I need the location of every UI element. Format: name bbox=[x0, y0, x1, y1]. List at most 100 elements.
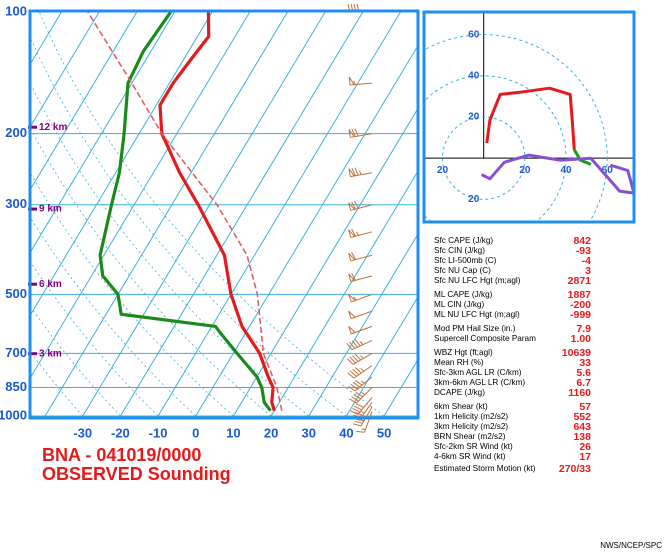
parameter-value: 1160 bbox=[568, 387, 591, 399]
parameter-label: Sfc-3km AGL LR (C/km) bbox=[434, 368, 522, 377]
isotherm bbox=[308, 232, 418, 417]
wind-barb bbox=[348, 325, 373, 335]
parameter-label: Sfc CIN (J/kg) bbox=[434, 246, 485, 255]
parameter-value: 842 bbox=[573, 235, 591, 247]
ring-label: 40 bbox=[560, 165, 572, 176]
wind-barb bbox=[348, 376, 373, 392]
parameter-label: DCAPE (J/kg) bbox=[434, 388, 485, 397]
parameter-value: 33 bbox=[579, 357, 591, 369]
parameter-value: 26 bbox=[579, 441, 591, 453]
speed-ring bbox=[442, 116, 526, 200]
height-label: 9 km bbox=[39, 204, 62, 215]
temperature-label: 0 bbox=[192, 425, 199, 440]
temperature-label: -20 bbox=[111, 425, 130, 440]
ring-label: 20 bbox=[437, 165, 449, 176]
parameter-table: Sfc CAPE (J/kg) 842 Sfc CIN (J/kg) -93 Sfc L… bbox=[434, 235, 591, 475]
isotherm bbox=[30, 12, 175, 254]
pressure-label: 100 bbox=[5, 3, 27, 18]
isotherm bbox=[157, 12, 401, 417]
hodograph-data bbox=[480, 86, 634, 195]
ring-label: 20 bbox=[519, 165, 531, 176]
parameter-label: Sfc NU Cap (C) bbox=[434, 266, 491, 275]
parameter-value: 1.00 bbox=[571, 333, 592, 345]
isotherm bbox=[345, 295, 418, 417]
wind-barb bbox=[348, 200, 373, 211]
parameter-value: -200 bbox=[570, 299, 591, 311]
pressure-label: 700 bbox=[5, 345, 27, 360]
sounding-subtitle: OBSERVED Sounding bbox=[42, 464, 231, 484]
parameter-value: 2871 bbox=[568, 275, 592, 287]
temperature-label: 50 bbox=[377, 425, 391, 440]
ring-label: 40 bbox=[468, 70, 480, 81]
isotherm bbox=[232, 107, 418, 417]
parameter-value: 6.7 bbox=[576, 377, 591, 389]
height-label: 12 km bbox=[39, 122, 67, 133]
station-title: BNA - 041019/0000 bbox=[42, 445, 201, 465]
ring-label: 60 bbox=[468, 29, 480, 40]
parameter-value: 552 bbox=[573, 411, 591, 423]
profile-trace bbox=[158, 12, 276, 412]
parameter-label: 4-6km SR Wind (kt) bbox=[434, 452, 506, 461]
isotherm bbox=[30, 12, 213, 317]
isotherm bbox=[119, 12, 364, 417]
hodograph-grid: 20 20 20 20 40 40 60 60 bbox=[424, 12, 634, 222]
wind-barb bbox=[347, 365, 373, 379]
hodograph-trace bbox=[485, 86, 576, 151]
wind-barb bbox=[346, 352, 373, 365]
speed-ring bbox=[424, 75, 567, 222]
hodograph-frame bbox=[422, 10, 636, 224]
parameter-label: WBZ Hgt (ft;agl) bbox=[434, 348, 493, 357]
height-label: 6 km bbox=[39, 279, 62, 290]
pressure-label: 200 bbox=[5, 125, 27, 140]
parameter-label: ML NU LFC Hgt (m;agl) bbox=[434, 310, 520, 319]
parameter-value: 7.9 bbox=[576, 323, 591, 335]
parameter-value: 138 bbox=[573, 431, 591, 443]
wind-barb bbox=[346, 339, 373, 351]
temperature-label: 40 bbox=[339, 425, 353, 440]
speed-ring bbox=[424, 34, 608, 222]
parameter-label: Sfc NU LFC Hgt (m;agl) bbox=[434, 276, 521, 285]
wind-barb bbox=[348, 228, 373, 238]
temperature-label: -30 bbox=[73, 425, 92, 440]
pressure-label: 500 bbox=[5, 286, 27, 301]
isotherm bbox=[44, 12, 288, 417]
wind-barb bbox=[348, 252, 373, 262]
parameter-label: 3km-6km AGL LR (C/km) bbox=[434, 378, 525, 387]
wind-barb bbox=[348, 128, 373, 138]
footer-credit: NWS/NCEP/SPC bbox=[600, 541, 662, 550]
parameter-value: 10639 bbox=[562, 347, 591, 359]
pressure-label: 1000 bbox=[0, 407, 27, 422]
parameter-value: 643 bbox=[573, 421, 591, 433]
wind-barb bbox=[348, 293, 373, 303]
parameter-label: Sfc LI-500mb (C) bbox=[434, 256, 497, 265]
parameter-value: 5.6 bbox=[576, 367, 591, 379]
skewt-labels: 100 200 300 500 700 850 1000 -30 -20 -10 0 10 20 30 40… bbox=[0, 3, 391, 440]
isotherm bbox=[30, 12, 138, 191]
parameter-label: Estimated Storm Motion (kt) bbox=[434, 464, 536, 473]
skewt-data bbox=[87, 12, 283, 412]
parameter-label: 6km Shear (kt) bbox=[434, 402, 488, 411]
wind-barb bbox=[348, 76, 373, 86]
parameter-value: 270/33 bbox=[559, 463, 591, 475]
skewt-grid bbox=[30, 12, 418, 417]
parameter-value: 1887 bbox=[568, 289, 592, 301]
isotherm bbox=[30, 12, 251, 380]
pressure-label: 300 bbox=[5, 196, 27, 211]
parameter-value: 17 bbox=[579, 451, 591, 463]
dry-adiabat bbox=[30, 126, 272, 417]
temperature-label: 10 bbox=[226, 425, 240, 440]
wind-barb bbox=[348, 167, 373, 178]
wind-barb bbox=[348, 310, 373, 320]
parameter-label: Sfc-2km SR Wind (kt) bbox=[434, 442, 513, 451]
parameter-label: 1km Helicity (m2/s2) bbox=[434, 412, 508, 421]
dry-adiabat bbox=[30, 260, 159, 417]
ring-label: 20 bbox=[468, 194, 480, 205]
pressure-label: 850 bbox=[5, 379, 27, 394]
isotherm bbox=[30, 12, 100, 129]
parameter-value: -93 bbox=[576, 245, 591, 257]
parameter-label: Supercell Composite Param bbox=[434, 334, 536, 343]
parameter-label: ML CIN (J/kg) bbox=[434, 300, 484, 309]
parameter-value: -999 bbox=[570, 309, 591, 321]
